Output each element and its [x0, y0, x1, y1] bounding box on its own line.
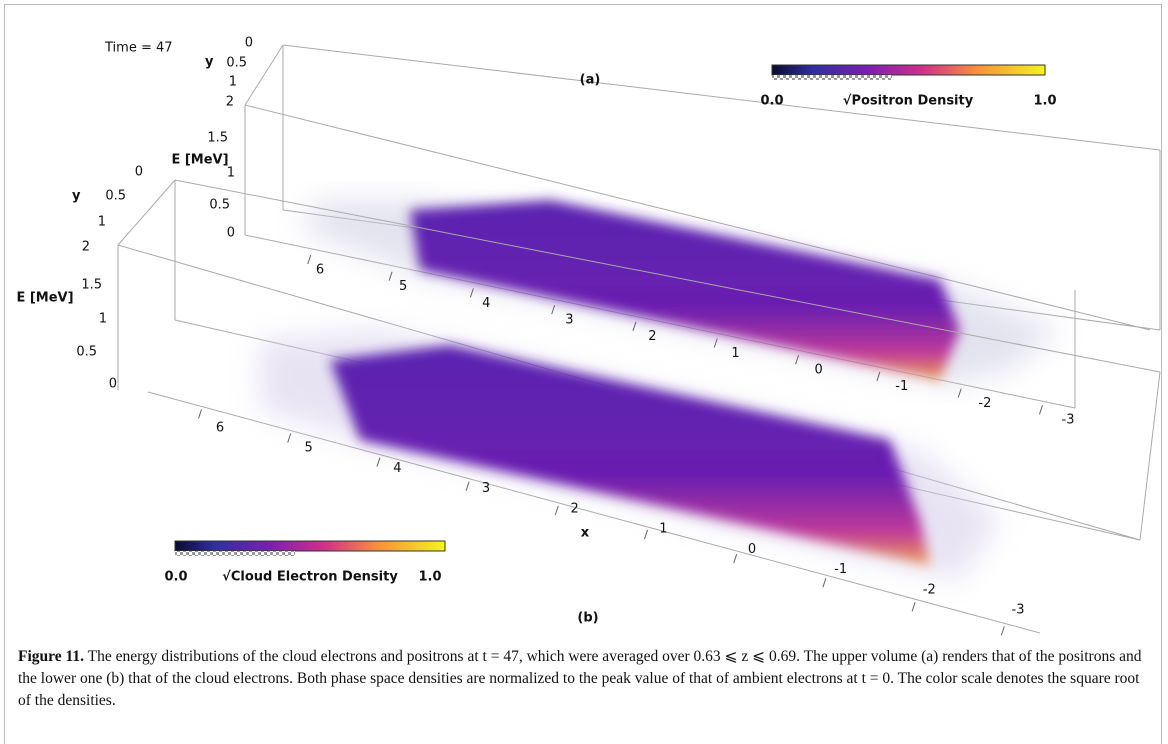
- x-tick: [733, 553, 738, 564]
- x-tick: [287, 433, 292, 443]
- x-tick: [644, 529, 648, 540]
- figure-frame: [4, 4, 1162, 744]
- e-tick-label: 1: [99, 312, 107, 327]
- colorbar-a: [771, 64, 1046, 76]
- x-tick-label: 4: [393, 461, 401, 476]
- y-tick-label: 0: [245, 36, 253, 51]
- x-tick: [465, 481, 470, 491]
- y-tick-label: 0: [135, 165, 143, 180]
- x-tick: [554, 505, 559, 516]
- volume-a: [300, 200, 1060, 385]
- y-axis-label: y: [205, 55, 214, 70]
- x-tick: [1039, 405, 1043, 415]
- caption-label: Figure 11.: [18, 648, 85, 665]
- x-tick-label: -1: [895, 379, 908, 394]
- e-tick-label: 1.5: [81, 278, 102, 293]
- x-tick-label: 1: [731, 346, 739, 361]
- time-label: Time = 47: [104, 41, 173, 56]
- colorbar-b-opacity: [175, 551, 295, 556]
- e-axis-label: E [MeV]: [171, 153, 228, 168]
- x-tick-label: 2: [571, 501, 579, 516]
- x-tick: [795, 355, 800, 365]
- x-tick-label: 3: [565, 313, 573, 328]
- x-tick: [551, 304, 556, 315]
- x-tick-label: -2: [923, 582, 936, 597]
- caption: Figure 11. The energy distributions of t…: [18, 646, 1143, 712]
- caption-text: The energy distributions of the cloud el…: [18, 648, 1142, 709]
- x-tick-label: 6: [316, 263, 324, 278]
- x-tick-label: 2: [648, 329, 656, 344]
- x-tick-label: 6: [216, 421, 224, 436]
- x-tick: [957, 388, 962, 398]
- x-tick: [911, 602, 916, 612]
- x-tick-label: 1: [659, 522, 667, 537]
- y-tick-label: 2: [82, 240, 90, 255]
- x-tick: [713, 338, 718, 348]
- x-tick-label: 0: [815, 363, 823, 378]
- e-tick-label: 1.5: [207, 131, 228, 146]
- x-tick-label: -3: [1012, 603, 1025, 618]
- y-tick-label: 1: [98, 215, 106, 230]
- y-axis-label: y: [72, 189, 81, 204]
- x-tick: [376, 457, 381, 467]
- e-tick-label: 0.5: [76, 345, 97, 360]
- e-tick-label: 1: [227, 166, 235, 181]
- x-tick-label: -2: [978, 396, 991, 411]
- x-tick-label: 0: [748, 542, 756, 557]
- colorbar-label: √Cloud Electron Density: [222, 570, 398, 585]
- colorbar-label: 1.0: [1033, 94, 1056, 109]
- x-tick-label: -1: [834, 562, 847, 577]
- x-tick: [876, 371, 881, 382]
- x-tick-label: -3: [1062, 413, 1075, 428]
- colorbar-label: 0.0: [760, 94, 783, 109]
- x-tick-label: 4: [482, 296, 490, 311]
- x-tick: [1000, 626, 1005, 636]
- x-axis-label: x: [581, 526, 590, 541]
- colorbar-b: [174, 540, 446, 552]
- x-tick-label: 5: [399, 279, 407, 294]
- x-tick: [469, 288, 474, 298]
- figure: Time = 47 (a) 0.0 √Positron Density 1.0 y 0 0.…: [16, 36, 1161, 636]
- y-tick-label: 0.5: [105, 189, 126, 204]
- e-tick-label: 0: [227, 226, 235, 241]
- x-tick-label: 5: [305, 441, 313, 456]
- y-tick-label: 0.5: [226, 56, 247, 71]
- x-tick: [388, 271, 393, 281]
- y-tick-label: 2: [226, 95, 234, 110]
- panel-label: (b): [577, 611, 598, 626]
- x-tick: [822, 578, 827, 588]
- e-tick-label: 0: [109, 377, 117, 392]
- x-tick: [198, 409, 202, 419]
- x-tick: [307, 254, 312, 265]
- x-tick-label: 3: [482, 481, 490, 496]
- e-tick-label: 0.5: [209, 198, 230, 213]
- colorbar-a-opacity: [772, 75, 892, 80]
- x-tick: [632, 321, 637, 331]
- volume-b: [260, 330, 1000, 580]
- colorbar-label: 1.0: [418, 570, 441, 585]
- colorbar-label: √Positron Density: [843, 94, 974, 109]
- e-axis-label: E [MeV]: [16, 291, 73, 306]
- y-tick-label: 1: [229, 75, 237, 90]
- panel-label: (a): [580, 73, 601, 88]
- colorbar-label: 0.0: [164, 570, 187, 585]
